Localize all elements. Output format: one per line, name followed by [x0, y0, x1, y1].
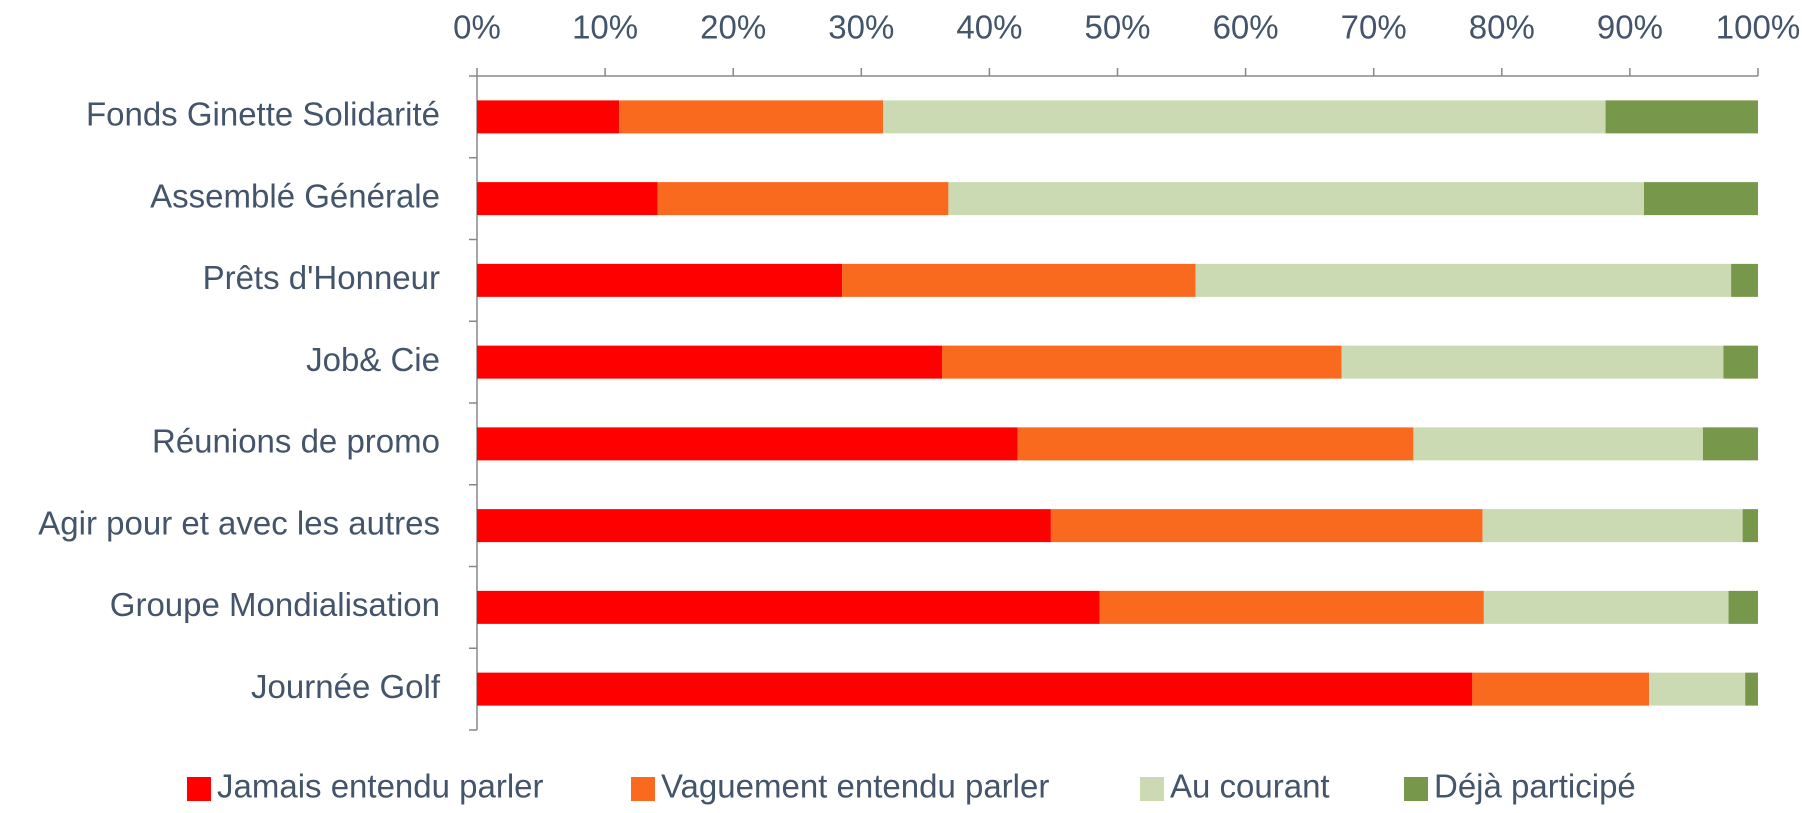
category-label: Agir pour et avec les autres	[38, 504, 440, 541]
bar-segment	[948, 182, 1644, 216]
bar-segment	[1050, 509, 1483, 543]
bar-segment	[477, 509, 1051, 543]
category-label: Journée Golf	[251, 668, 441, 705]
bar-segment	[477, 672, 1473, 706]
legend-label: Vaguement entendu parler	[661, 768, 1049, 805]
legend-swatch	[187, 777, 211, 801]
category-label: Réunions de promo	[152, 423, 440, 460]
x-tick-label: 20%	[700, 9, 766, 46]
bar-segment	[1482, 509, 1743, 543]
bar-segment	[1341, 345, 1724, 379]
x-tick-label: 60%	[1213, 9, 1279, 46]
bar-segment	[1745, 672, 1758, 706]
bar-segment	[477, 263, 843, 297]
x-tick-label: 90%	[1597, 9, 1663, 46]
category-label: Assemblé Générale	[150, 177, 440, 214]
bar-segment	[942, 345, 1342, 379]
x-tick-label: 0%	[453, 9, 501, 46]
bar-segment	[1728, 590, 1758, 624]
category-label: Groupe Mondialisation	[110, 586, 440, 623]
legend-swatch	[631, 777, 655, 801]
x-tick-label: 80%	[1469, 9, 1535, 46]
category-label: Prêts d'Honneur	[203, 259, 440, 296]
x-tick-label: 40%	[956, 9, 1022, 46]
legend-label: Déjà participé	[1434, 768, 1636, 805]
legend-swatch	[1404, 777, 1428, 801]
bar-segment	[477, 100, 620, 134]
bar-segment	[1195, 263, 1732, 297]
bar-segment	[1723, 345, 1758, 379]
x-tick-label: 10%	[572, 9, 638, 46]
bar-segment	[883, 100, 1606, 134]
legend-label: Jamais entendu parler	[217, 768, 544, 805]
bar-segment	[477, 590, 1100, 624]
bar-segment	[1017, 427, 1414, 461]
bar-segment	[477, 345, 943, 379]
legend-label: Au courant	[1170, 768, 1330, 805]
bar-segment	[1731, 263, 1758, 297]
legend-swatch	[1140, 777, 1164, 801]
bar-segment	[842, 263, 1196, 297]
bar-segment	[1643, 182, 1758, 216]
x-tick-label: 100%	[1716, 9, 1800, 46]
x-tick-label: 50%	[1084, 9, 1150, 46]
bar-segment	[619, 100, 884, 134]
category-label: Fonds Ginette Solidarité	[86, 96, 440, 133]
category-label: Job& Cie	[306, 341, 440, 378]
x-tick-label: 30%	[828, 9, 894, 46]
bar-segment	[477, 182, 658, 216]
bar-segment	[1605, 100, 1758, 134]
bar-segment	[477, 427, 1018, 461]
bar-segment	[1483, 590, 1729, 624]
x-tick-label: 70%	[1341, 9, 1407, 46]
bar-segment	[657, 182, 949, 216]
bar-segment	[1099, 590, 1484, 624]
bar-segment	[1649, 672, 1746, 706]
bar-segment	[1413, 427, 1703, 461]
bar-segment	[1742, 509, 1758, 543]
bar-segment	[1472, 672, 1650, 706]
bar-segment	[1702, 427, 1758, 461]
